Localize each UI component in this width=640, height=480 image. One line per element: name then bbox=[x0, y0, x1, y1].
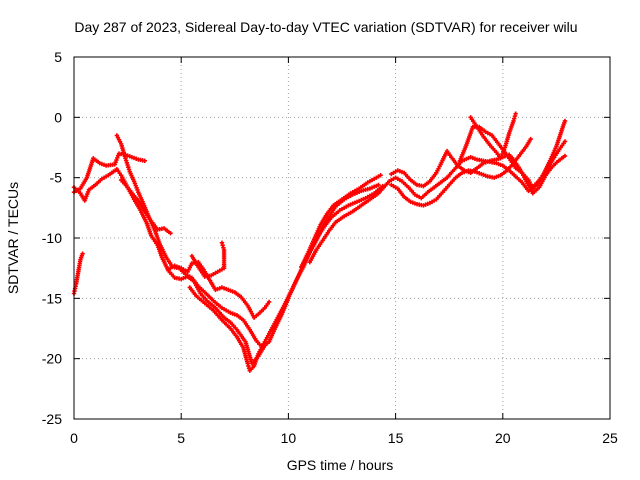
y-axis-label: SDTVAR / TECUs bbox=[5, 182, 21, 294]
data-point bbox=[80, 251, 85, 256]
y-tick-label: -5 bbox=[50, 170, 63, 186]
data-point bbox=[219, 240, 225, 246]
data-point bbox=[562, 139, 568, 144]
x-tick-label: 10 bbox=[281, 430, 297, 446]
y-tick-label: -15 bbox=[42, 290, 62, 306]
x-axis-label: GPS time / hours bbox=[287, 457, 394, 473]
y-tick-label: -20 bbox=[42, 351, 62, 367]
x-tick-label: 5 bbox=[177, 430, 185, 446]
data-point bbox=[562, 153, 568, 159]
y-tick-label: 0 bbox=[54, 109, 62, 125]
y-tick-label: -10 bbox=[42, 230, 62, 246]
data-point bbox=[376, 182, 381, 188]
plot-series bbox=[71, 111, 568, 373]
data-point bbox=[266, 299, 272, 305]
chart-title: Day 287 of 2023, Sidereal Day-to-day VTE… bbox=[74, 19, 577, 35]
x-tick-label: 25 bbox=[602, 430, 618, 446]
data-point bbox=[378, 173, 383, 178]
y-tick-label: -25 bbox=[42, 411, 62, 427]
grid-lines bbox=[74, 57, 610, 419]
x-tick-label: 15 bbox=[388, 430, 404, 446]
data-point bbox=[142, 158, 147, 163]
y-tick-label: 5 bbox=[54, 49, 62, 65]
x-tick-label: 0 bbox=[70, 430, 78, 446]
data-point bbox=[513, 111, 518, 116]
data-point bbox=[562, 118, 568, 124]
x-tick-label: 20 bbox=[495, 430, 511, 446]
data-point bbox=[168, 230, 173, 236]
axis-ticks: 0 5 10 15 20 25 -25 -20 -15 -10 -5 0 5 bbox=[42, 49, 618, 446]
data-point bbox=[528, 136, 533, 142]
